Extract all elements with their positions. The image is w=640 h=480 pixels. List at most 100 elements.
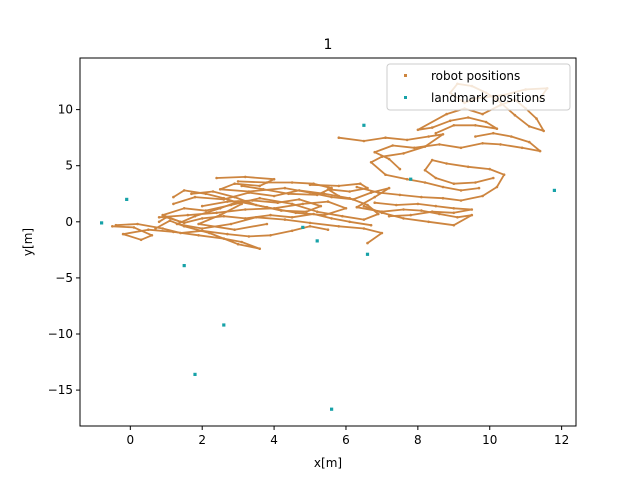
- robot-position-point: [423, 181, 427, 184]
- robot-position-point: [114, 223, 118, 227]
- robot-position-point: [438, 212, 441, 216]
- robot-position-point: [420, 195, 423, 199]
- robot-position-point: [362, 227, 366, 230]
- robot-position-point: [430, 158, 434, 162]
- robot-position-point: [387, 214, 391, 218]
- robot-position-point: [240, 184, 243, 188]
- robot-position-point: [402, 217, 405, 220]
- robot-position-point: [323, 192, 326, 196]
- robot-position-point: [474, 181, 477, 184]
- robot-position-point: [481, 142, 484, 145]
- robot-position-point: [474, 124, 477, 127]
- landmark-point: [301, 225, 305, 229]
- robot-position-point: [265, 222, 269, 226]
- robot-position-point: [297, 198, 301, 201]
- robot-position-point: [308, 191, 312, 194]
- y-axis-label: y[m]: [21, 228, 35, 256]
- robot-trajectory-segment: [161, 189, 380, 223]
- robot-position-point: [312, 182, 315, 185]
- robot-position-point: [369, 161, 373, 164]
- robot-position-point: [326, 228, 330, 231]
- robot-position-point: [147, 228, 150, 231]
- robot-position-point: [200, 204, 204, 208]
- robot-position-point: [226, 200, 229, 203]
- robot-position-point: [528, 140, 531, 144]
- x-tick-label: 10: [482, 433, 497, 447]
- robot-position-point: [470, 208, 474, 211]
- robot-position-point: [111, 225, 114, 228]
- landmark-point: [182, 264, 186, 268]
- robot-position-point: [459, 189, 463, 192]
- robot-position-point: [182, 221, 186, 225]
- legend-label-landmark: landmark positions: [431, 91, 545, 105]
- robot-position-point: [405, 177, 409, 181]
- y-tick-label: 5: [65, 159, 73, 173]
- y-axis: −15 −10 −5 0 5 10: [48, 103, 80, 397]
- robot-position-point: [186, 213, 190, 217]
- robot-position-point: [391, 144, 395, 147]
- robot-position-point: [384, 136, 387, 139]
- robot-position-point: [499, 143, 502, 146]
- robot-position-point: [269, 213, 272, 217]
- robot-position-point: [226, 232, 229, 236]
- robot-position-point: [330, 195, 333, 199]
- landmark-point: [193, 372, 197, 376]
- robot-position-point: [477, 186, 481, 190]
- robot-position-point: [218, 188, 222, 191]
- robot-position-point: [244, 208, 247, 211]
- robot-position-point: [535, 117, 538, 120]
- y-tick-label: 10: [58, 103, 73, 117]
- robot-position-point: [269, 234, 272, 237]
- robot-position-point: [258, 196, 262, 200]
- y-tick-label: 0: [65, 215, 73, 229]
- robot-position-point: [452, 211, 456, 215]
- robot-position-point: [366, 203, 369, 207]
- robot-position-point: [222, 237, 226, 240]
- robot-position-point: [161, 213, 164, 217]
- robot-position-point: [150, 234, 154, 237]
- robot-position-point: [287, 192, 290, 196]
- robot-trajectory-segment: [190, 190, 322, 213]
- robot-position-point: [240, 240, 243, 244]
- robot-position-point: [373, 195, 377, 199]
- robot-position-point: [398, 167, 402, 171]
- robot-position-point: [139, 238, 143, 242]
- robot-trajectory-segment: [158, 213, 372, 227]
- robot-position-point: [423, 145, 427, 148]
- robot-position-point: [510, 135, 513, 138]
- robot-position-point: [204, 209, 208, 212]
- robot-position-point: [179, 231, 182, 235]
- robot-position-point: [384, 173, 387, 176]
- x-axis-label: x[m]: [314, 456, 342, 470]
- robot-position-point: [459, 199, 463, 202]
- robot-position-point: [452, 182, 456, 185]
- robot-position-point: [229, 222, 233, 226]
- robot-position-point: [470, 213, 474, 217]
- robot-position-point: [197, 234, 200, 237]
- robot-position-point: [481, 112, 484, 116]
- robot-position-point: [448, 119, 452, 123]
- robot-position-point: [301, 202, 305, 206]
- robot-position-point: [420, 209, 423, 212]
- robot-position-point: [362, 204, 366, 208]
- robot-position-point: [452, 207, 456, 210]
- robot-position-point: [434, 204, 438, 208]
- robot-position-point: [409, 213, 413, 217]
- robot-position-point: [193, 195, 197, 199]
- robot-position-point: [247, 190, 251, 193]
- robot-position-point: [337, 136, 341, 139]
- robot-position-point: [254, 203, 258, 207]
- robot-position-point: [244, 175, 247, 179]
- robot-position-point: [362, 218, 366, 221]
- robot-position-point: [308, 221, 312, 225]
- robot-position-point: [369, 191, 373, 194]
- robot-position-point: [211, 190, 215, 193]
- robot-position-point: [459, 146, 463, 150]
- robot-position-point: [222, 196, 226, 200]
- robot-position-point: [355, 185, 359, 189]
- robot-position-point: [373, 150, 377, 154]
- robot-position-point: [233, 195, 236, 199]
- robot-position-point: [132, 226, 136, 229]
- robot-position-point: [402, 208, 405, 211]
